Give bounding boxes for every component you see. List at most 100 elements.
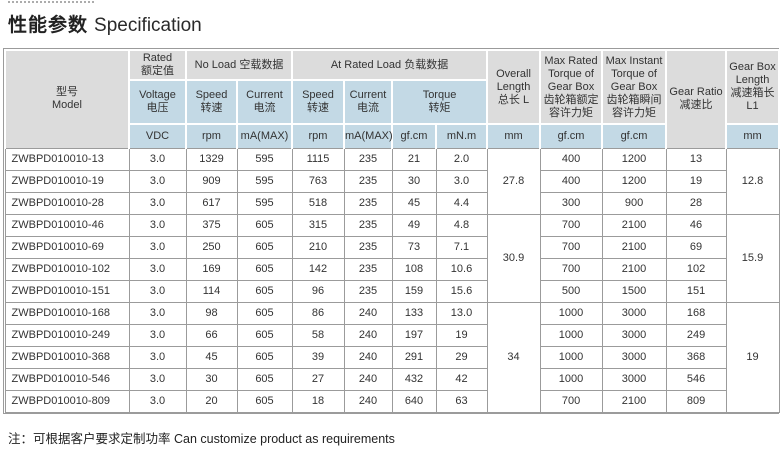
- header-no-load-current: Current 电流: [236, 79, 293, 125]
- cell-no-load-current: 605: [236, 235, 293, 259]
- cell-torque-gfcm: 432: [391, 367, 437, 391]
- cell-model: ZWBPD010010-46: [4, 213, 130, 237]
- cell-max-rated-torque: 700: [539, 213, 603, 237]
- header-max-rated-torque: Max Rated Torque of Gear Box 齿轮箱额定 容许力矩: [539, 49, 604, 125]
- cell-max-instant-torque: 2100: [601, 257, 667, 281]
- spec-row: ZWBPD010010-249 3.0 66 605 58 240 197 19 1000 300…: [4, 323, 779, 347]
- cell-rated-speed: 142: [291, 257, 345, 281]
- cell-torque-mnm: 13.0: [435, 301, 488, 325]
- header-max-instant-torque: Max Instant Torque of Gear Box 齿轮箱瞬间 容许力…: [601, 49, 668, 125]
- cell-rated-speed: 763: [291, 169, 345, 193]
- cell-no-load-current: 605: [236, 345, 293, 369]
- cell-voltage: 3.0: [128, 323, 187, 347]
- cell-torque-mnm: 2.0: [435, 147, 488, 171]
- cell-max-instant-torque: 900: [601, 191, 667, 215]
- cell-rated-speed: 58: [291, 323, 345, 347]
- cell-rated-current: 235: [343, 235, 393, 259]
- cell-no-load-current: 605: [236, 257, 293, 281]
- cell-max-instant-torque: 1200: [601, 147, 667, 171]
- spec-table-head: 型号 Model Rated 额定值 No Load 空载数据 At Rated…: [4, 49, 780, 149]
- header-at-rated-load: At Rated Load 负载数据: [290, 49, 489, 81]
- cell-no-load-current: 595: [236, 169, 293, 193]
- cell-max-instant-torque: 3000: [601, 323, 667, 347]
- cell-gear-box-length: 15.9: [725, 213, 780, 303]
- cell-gear-box-length: 12.8: [725, 147, 780, 215]
- cell-torque-gfcm: 133: [391, 301, 437, 325]
- header-rated: Rated 额定值: [128, 49, 187, 81]
- cell-gear-ratio: 546: [665, 367, 727, 391]
- header-rated-current: Current 电流: [343, 79, 393, 125]
- cell-no-load-speed: 20: [185, 389, 238, 413]
- unit-no-load-ma: mA(MAX): [236, 123, 293, 149]
- cell-voltage: 3.0: [128, 191, 187, 215]
- footnote: 注：可根据客户要求定制功率 Can customize product as r…: [8, 431, 395, 446]
- spec-row: ZWBPD010010-28 3.0 617 595 518 235 45 4.4 300 900…: [4, 191, 779, 215]
- spec-row: ZWBPD010010-69 3.0 250 605 210 235 73 7.1 700 210…: [4, 235, 779, 259]
- cell-rated-current: 235: [343, 169, 393, 193]
- cell-rated-current: 235: [343, 147, 393, 171]
- cell-no-load-current: 595: [236, 191, 293, 215]
- page-title-zh: 性能参数: [8, 15, 89, 36]
- spec-table-wrap: 型号 Model Rated 额定值 No Load 空载数据 At Rated…: [3, 48, 780, 414]
- cell-voltage: 3.0: [128, 301, 187, 325]
- cell-no-load-current: 605: [236, 213, 293, 237]
- cell-max-rated-torque: 1000: [539, 323, 603, 347]
- spec-row: ZWBPD010010-46 3.0 375 605 315 235 49 4.8 30.9 70…: [4, 213, 780, 303]
- cell-max-instant-torque: 1500: [601, 279, 667, 303]
- cell-model: ZWBPD010010-168: [4, 301, 130, 325]
- cell-max-rated-torque: 700: [539, 257, 603, 281]
- cell-torque-mnm: 19: [435, 323, 488, 347]
- unit-vdc: VDC: [128, 123, 187, 149]
- unit-torque-mnm: mN.m: [434, 123, 489, 149]
- cell-no-load-current: 605: [236, 279, 293, 303]
- cell-rated-current: 240: [343, 367, 393, 391]
- cell-max-rated-torque: 1000: [539, 367, 603, 391]
- cell-torque-gfcm: 21: [391, 147, 437, 171]
- cell-no-load-speed: 375: [185, 213, 238, 237]
- header-gear-ratio: Gear Ratio 减速比: [665, 49, 728, 149]
- spec-row: ZWBPD010010-546 3.0 30 605 27 240 432 42 1000 300…: [4, 367, 779, 391]
- unit-max-instant-gfcm: gf.cm: [601, 123, 668, 149]
- header-row-2: Voltage 电压 Speed 转速 Current 电流 Speed 转速 …: [5, 79, 779, 125]
- cell-max-instant-torque: 3000: [601, 345, 667, 369]
- cell-voltage: 3.0: [128, 389, 187, 413]
- cell-rated-speed: 315: [291, 213, 345, 237]
- cell-torque-gfcm: 197: [391, 323, 437, 347]
- cell-no-load-current: 595: [236, 147, 293, 171]
- cell-model: ZWBPD010010-102: [4, 257, 130, 281]
- cell-gear-ratio: 28: [665, 191, 727, 215]
- spec-row: ZWBPD010010-168 3.0 98 605 86 240 133 13.0 34 100…: [4, 301, 780, 413]
- cell-torque-gfcm: 291: [391, 345, 437, 369]
- cell-rated-speed: 86: [291, 301, 345, 325]
- spec-row: ZWBPD010010-809 3.0 20 605 18 240 640 63 700 2100…: [4, 389, 779, 413]
- cell-voltage: 3.0: [128, 147, 187, 171]
- cell-torque-gfcm: 640: [391, 389, 437, 413]
- header-rated-speed: Speed 转速: [291, 79, 345, 125]
- cell-no-load-speed: 909: [185, 169, 238, 193]
- cell-rated-speed: 18: [291, 389, 345, 413]
- spec-row: ZWBPD010010-102 3.0 169 605 142 235 108 10.6 700…: [4, 257, 779, 281]
- cell-voltage: 3.0: [128, 169, 187, 193]
- cell-rated-speed: 27: [291, 367, 345, 391]
- spec-row: ZWBPD010010-13 3.0 1329 595 1115 235 21 2.0 27.8…: [4, 147, 780, 215]
- cell-max-rated-torque: 1000: [539, 301, 603, 325]
- cell-model: ZWBPD010010-809: [4, 389, 130, 413]
- cell-torque-gfcm: 45: [391, 191, 437, 215]
- cell-voltage: 3.0: [128, 345, 187, 369]
- cell-rated-speed: 96: [291, 279, 345, 303]
- cell-torque-mnm: 42: [435, 367, 488, 391]
- cell-torque-mnm: 10.6: [435, 257, 488, 281]
- cell-torque-mnm: 4.8: [435, 213, 488, 237]
- cell-torque-mnm: 3.0: [435, 169, 488, 193]
- header-no-load-speed: Speed 转速: [185, 79, 238, 125]
- cell-no-load-current: 605: [236, 301, 293, 325]
- page-title-en: Specification: [94, 15, 202, 36]
- cell-rated-speed: 39: [291, 345, 345, 369]
- cell-torque-gfcm: 159: [391, 279, 437, 303]
- cell-max-instant-torque: 2100: [601, 389, 667, 413]
- header-voltage: Voltage 电压: [128, 79, 187, 125]
- unit-gear-box-mm: mm: [725, 123, 780, 149]
- cell-gear-ratio: 19: [665, 169, 727, 193]
- header-units-row: VDC rpm mA(MAX) rpm mA(MAX) gf.cm mN.m m…: [5, 123, 780, 149]
- cell-no-load-speed: 169: [185, 257, 238, 281]
